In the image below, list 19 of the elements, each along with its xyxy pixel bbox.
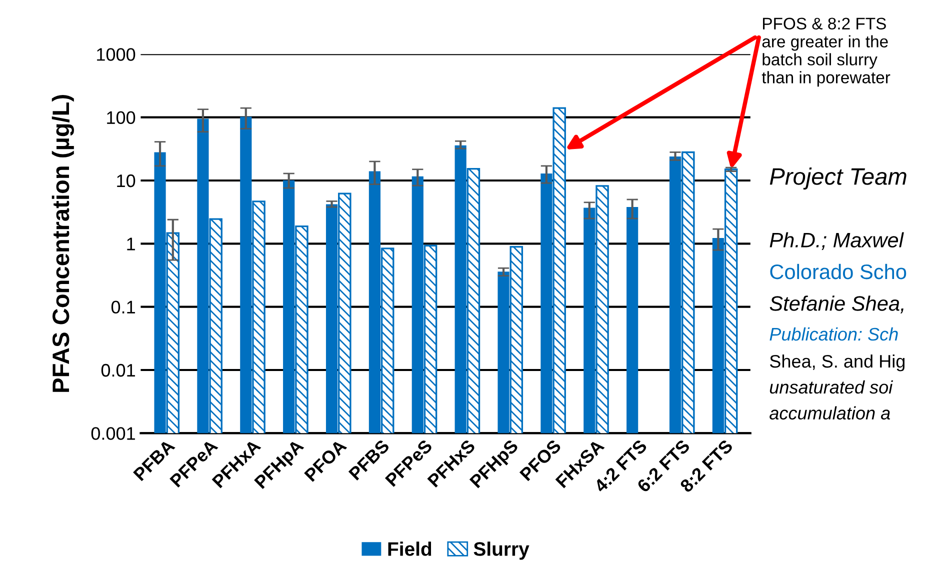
y-tick-label: 100 — [107, 111, 136, 124]
text: Project Team — [770, 168, 906, 190]
text: Shea, S. and Hig — [770, 354, 905, 372]
annotation: PFOS & 8:2 FTS are greater in the batch soil slurry than in porewater — [762, 18, 890, 87]
y-tick-label: 1 — [127, 238, 135, 250]
legend-label: Slurry — [474, 542, 530, 560]
text: accumulation a — [770, 406, 890, 420]
legend-label: Field — [388, 542, 432, 556]
y-tick-label: 0.1 — [111, 300, 135, 314]
y-axis-title: PFAS Concentration (µg/L) — [52, 95, 74, 392]
text: unsaturated soi — [770, 380, 894, 394]
text: Ph.D.; Maxwel — [770, 232, 904, 250]
text: Stefanie Shea, — [770, 296, 904, 314]
y-tick-label: 1000 — [97, 48, 136, 61]
y-tick-label: 0.001 — [91, 427, 135, 440]
text: Colorado Scho — [770, 264, 906, 280]
text: Publication: Sch — [770, 327, 898, 341]
y-tick-label: 10 — [117, 174, 136, 188]
y-tick-label: 0.01 — [101, 364, 135, 377]
